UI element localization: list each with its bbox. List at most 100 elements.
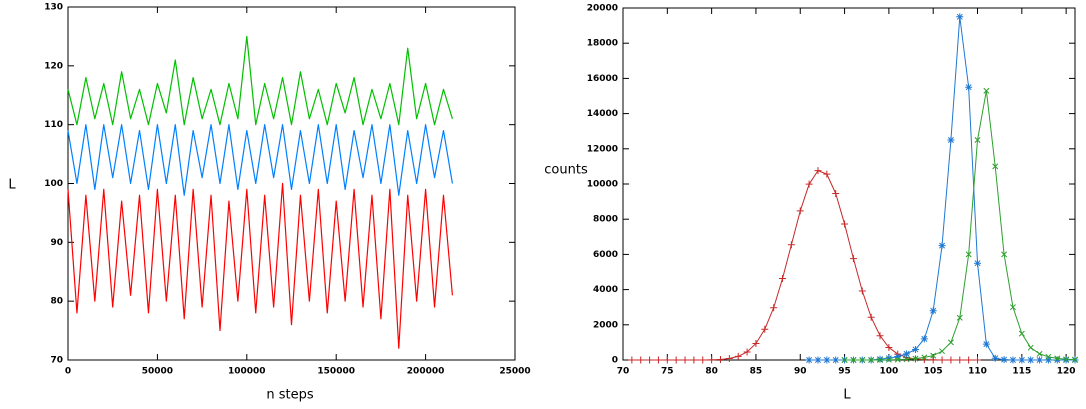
marker [1027,356,1035,364]
x-tick-label: 75 [661,367,674,377]
y-axis-title: L [8,178,16,193]
x-tick-label: 100 [879,367,898,377]
marker [965,251,972,258]
marker [991,354,999,362]
marker [770,304,778,312]
marker [894,352,902,360]
marker [938,242,946,250]
marker [725,355,733,363]
marker [885,344,893,352]
y-tick-label: 90 [50,238,63,248]
marker [938,356,946,364]
plot: 70 80 90 100 110 120 130 0 50000 100000 150000 2000… [8,3,530,403]
marker [956,314,963,321]
marker [814,356,822,364]
marker [1000,356,1008,364]
x-tick-label: 95 [838,367,851,377]
marker [628,356,636,364]
marker [1053,356,1061,364]
marker [974,137,981,143]
marker [1001,251,1008,258]
series-line [809,16,1075,361]
marker [974,259,982,267]
y-tick-label: 14000 [587,109,618,119]
marker [637,356,645,364]
marker [939,348,946,355]
marker [1063,356,1070,363]
marker [929,356,937,364]
marker [779,275,787,283]
marker [885,354,893,362]
series-line [844,90,1076,361]
y-tick-label: 80 [50,297,63,307]
y-tick-label: 8000 [593,215,618,225]
marker [832,190,840,198]
y-tick-label: 0 [612,356,618,366]
marker [876,332,884,340]
y-tick-label: 70 [50,356,63,366]
marker [876,355,884,363]
marker [841,357,848,363]
plot-frame [67,6,516,361]
marker [787,241,795,249]
marker [796,207,804,215]
x-tick-label: 80 [705,367,718,377]
marker [947,339,954,346]
x-tick-label: 110 [968,367,987,377]
marker [974,356,982,364]
marker [983,87,990,94]
y-tick-label: 12000 [587,144,618,154]
marker [1009,304,1016,311]
y-tick-label: 6000 [593,250,618,260]
series-line [631,170,978,361]
marker [992,163,999,170]
y-tick-label: 16000 [587,74,618,84]
marker [850,357,857,363]
marker [912,355,919,362]
marker [965,356,973,364]
marker [982,340,990,348]
y-tick-label: 18000 [587,39,618,49]
marker [805,356,813,364]
marker [734,352,742,360]
marker [690,356,698,364]
x-tick-label: 115 [1012,367,1031,377]
marker [823,356,831,364]
marker [894,356,901,363]
x-tick-label: 85 [750,367,763,377]
marker [823,170,831,178]
x-tick-label: 70 [617,367,630,377]
marker [708,356,716,364]
series-line [67,35,453,126]
marker [956,356,964,364]
x-tick-label: 100000 [228,367,266,377]
marker [921,354,928,361]
marker [859,357,866,363]
marker [867,313,875,321]
y-tick-label: 130 [44,3,63,13]
y-tick-label: 10000 [587,180,618,190]
y-tick-label: 120 [44,61,63,71]
marker [868,357,875,363]
x-tick-label: 200000 [407,367,445,377]
marker [1036,350,1043,357]
marker [672,356,680,364]
marker [1009,356,1017,364]
marker [947,136,955,144]
x-tick-label: 0 [65,367,71,377]
marker [1044,356,1052,364]
marker [743,348,751,356]
marker [814,167,822,175]
y-tick-label: 100 [44,179,63,189]
marker [1018,330,1025,337]
marker [805,180,813,188]
marker [663,356,671,364]
marker [699,356,707,364]
marker [1045,353,1052,360]
marker [903,356,910,363]
marker [956,13,964,21]
marker [920,335,928,343]
marker [752,339,760,347]
marker [1036,356,1044,364]
